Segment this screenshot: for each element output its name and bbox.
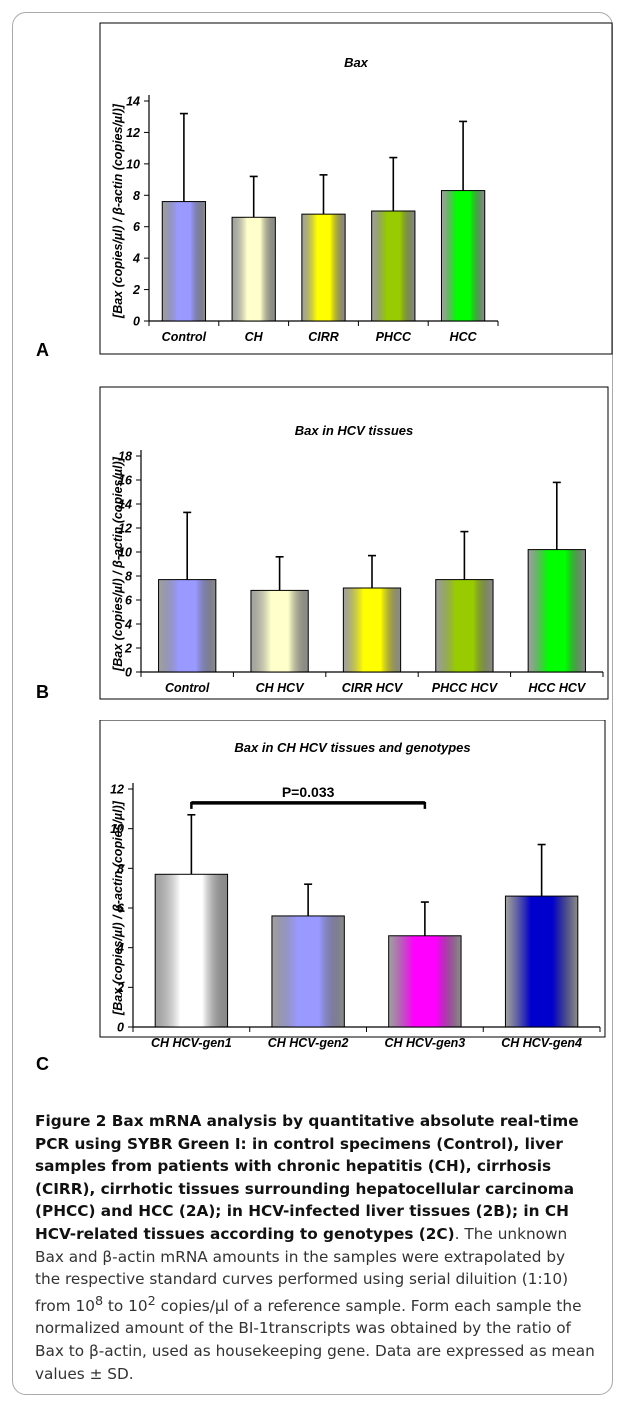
x-tick-label-ch-hcv: CH HCV — [256, 681, 306, 695]
y-tick-label: 2 — [124, 642, 132, 656]
y-tick-label: 12 — [110, 783, 124, 797]
bar-phcc-hcv — [435, 579, 494, 673]
y-tick-label: 14 — [126, 95, 140, 109]
x-tick-label-phcc-hcv: PHCC HCV — [432, 681, 499, 695]
bar-control — [161, 201, 207, 322]
caption-superscript-1: 8 — [94, 1293, 104, 1309]
y-tick-label: 0 — [133, 315, 140, 329]
y-tick-label: 6 — [125, 594, 133, 608]
y-tick-label: 0 — [117, 1021, 124, 1035]
x-tick-label-ch-hcv-gen1: CH HCV-gen1 — [151, 1036, 232, 1050]
caption-text-1: . The unknown Bax and β-actin mRNA amoun… — [35, 1224, 569, 1315]
chart-title: Bax in HCV tissues — [295, 423, 414, 438]
bar-cirr-hcv — [342, 587, 402, 673]
x-tick-label-cirr: CIRR — [308, 330, 339, 344]
bar-control — [158, 579, 217, 673]
x-tick-label-control: Control — [165, 681, 210, 695]
bar-ch-hcv-gen2 — [271, 915, 345, 1028]
x-tick-label-hcc-hcv: HCC HCV — [528, 681, 587, 695]
caption-lead: Figure 2 Bax mRNA analysis by quantitati… — [35, 1112, 579, 1243]
panel-label: A — [36, 340, 49, 360]
p-value-annotation: P=0.033 — [282, 784, 335, 800]
bar-ch-hcv-gen1 — [154, 873, 229, 1028]
y-tick-label: 6 — [133, 220, 141, 234]
y-tick-label: 10 — [126, 157, 140, 171]
bar-ch — [231, 216, 276, 322]
figure-frame — [12, 12, 613, 1395]
y-tick-label: 10 — [110, 822, 124, 836]
caption-text-2: to 10 — [103, 1296, 148, 1315]
x-tick-label-control: Control — [162, 330, 207, 344]
y-tick-label: 12 — [126, 126, 140, 140]
y-tick-label: 16 — [118, 474, 133, 488]
chart-title: Bax in CH HCV tissues and genotypes — [234, 740, 470, 755]
chart-panel-a: Bax [Bax (copies/µl) / β-actin (copies/µl… — [36, 22, 613, 360]
x-tick-label-ch: CH — [245, 330, 264, 344]
y-tick-label: 4 — [124, 618, 132, 632]
bar-ch-hcv — [250, 589, 309, 673]
y-tick-label: 6 — [117, 902, 125, 916]
y-tick-label: 18 — [118, 450, 132, 464]
caption-text-3: copies/µl of a reference sample. Form ea… — [35, 1296, 595, 1383]
y-tick-label: 8 — [117, 862, 124, 876]
y-axis-label: [Bax (copies/µl) / β-actin (copies/µl)] — [111, 800, 125, 1016]
chart-title: Bax — [344, 55, 369, 70]
y-tick-label: 8 — [133, 189, 140, 203]
x-tick-label-phcc: PHCC — [376, 330, 412, 344]
x-tick-label-hcc: HCC — [450, 330, 478, 344]
y-tick-label: 10 — [118, 546, 132, 560]
chart-panel-b: Bax in HCV tissues [Bax (copies/µl) / β-a… — [36, 386, 609, 702]
x-tick-label-ch-hcv-gen2: CH HCV-gen2 — [268, 1036, 349, 1050]
chart-panel-c: Bax in CH HCV tissues and genotypes [Bax … — [36, 720, 606, 1074]
bar-ch-hcv-gen4 — [504, 895, 579, 1028]
bar-phcc — [371, 210, 416, 322]
y-tick-label: 2 — [116, 981, 124, 995]
x-tick-label-ch-hcv-gen4: CH HCV-gen4 — [501, 1036, 582, 1050]
y-tick-label: 12 — [118, 522, 132, 536]
y-tick-label: 0 — [125, 666, 132, 680]
y-tick-label: 4 — [116, 941, 124, 955]
panel-label: C — [36, 1054, 49, 1074]
bar-hcc — [440, 190, 486, 322]
bar-cirr — [301, 213, 346, 322]
y-tick-label: 14 — [118, 498, 132, 512]
y-axis-label: [Bax (copies/µl) / β-actin (copies/µl)] — [111, 456, 125, 672]
x-tick-label-cirr-hcv: CIRR HCV — [342, 681, 404, 695]
panel-label: B — [36, 682, 49, 702]
y-tick-label: 4 — [132, 252, 140, 266]
x-tick-label-ch-hcv-gen3: CH HCV-gen3 — [384, 1036, 465, 1050]
y-tick-label: 2 — [132, 283, 140, 297]
caption-superscript-2: 2 — [147, 1293, 156, 1309]
bar-hcc-hcv — [527, 549, 586, 673]
y-axis-label: [Bax (copies/µl) / β-actin (copies/µl)] — [111, 103, 125, 319]
bar-ch-hcv-gen3 — [388, 935, 462, 1028]
figure-caption: Figure 2 Bax mRNA analysis by quantitati… — [35, 1110, 595, 1385]
y-tick-label: 8 — [125, 570, 132, 584]
